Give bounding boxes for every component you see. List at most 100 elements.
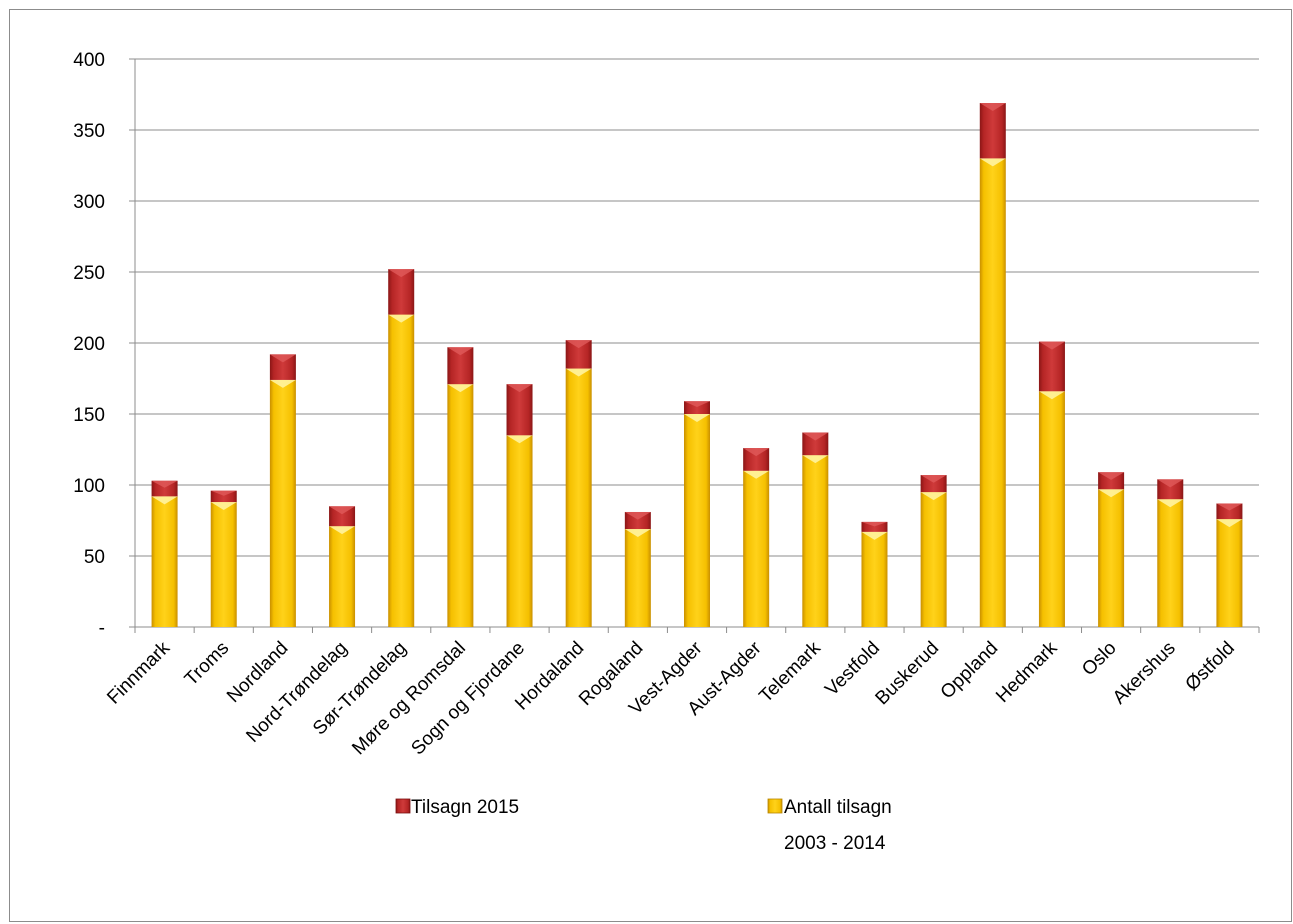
- bar-bevel: [388, 269, 415, 278]
- bar-antall-tilsagn: [1216, 519, 1243, 627]
- y-tick-label: 350: [73, 121, 105, 142]
- bar-antall-tilsagn: [447, 384, 474, 627]
- bar-bevel: [1157, 499, 1184, 508]
- bar-antall-tilsagn: [1098, 489, 1125, 627]
- bar-bevel: [920, 492, 947, 501]
- bar-bevel: [329, 506, 356, 515]
- y-tick-label: 200: [73, 334, 105, 355]
- gridlines: [135, 58, 1259, 557]
- y-tick-label: 250: [73, 263, 105, 284]
- bar-bevel: [269, 379, 296, 388]
- y-tick-label: -: [99, 618, 105, 639]
- bar-antall-tilsagn: [210, 502, 237, 627]
- bar-tilsagn-2015: [210, 490, 237, 503]
- bar-bevel: [624, 511, 651, 520]
- bar-tilsagn-2015: [1216, 503, 1243, 520]
- bar-antall-tilsagn: [1038, 391, 1065, 627]
- bar-antall-tilsagn: [920, 492, 947, 627]
- bar-antall-tilsagn: [979, 158, 1006, 627]
- chart-frame: [9, 9, 1292, 922]
- bar-tilsagn-2015: [979, 103, 1006, 159]
- bar-antall-tilsagn: [802, 455, 829, 627]
- bar-bevel: [1098, 489, 1125, 498]
- y-tick-label: 150: [73, 405, 105, 426]
- bar-bevel: [1157, 479, 1184, 488]
- bar-antall-tilsagn: [684, 414, 710, 627]
- bar-tilsagn-2015: [802, 432, 829, 456]
- bar-bevel: [1038, 391, 1065, 400]
- bar-antall-tilsagn: [151, 496, 178, 627]
- legend-swatch-tilsagn-2015: [395, 798, 411, 814]
- bar-bevel: [861, 531, 888, 540]
- bar-tilsagn-2015: [151, 480, 178, 497]
- legend: Tilsagn 2015 Antall tilsagn 2003 - 2014: [395, 797, 892, 854]
- bar-bevel: [210, 490, 237, 496]
- bar-bevel: [920, 475, 947, 483]
- bar-bevel: [802, 432, 829, 441]
- x-tick-label: Akershus: [1109, 638, 1180, 709]
- bar-tilsagn-2015: [684, 401, 710, 414]
- bar-tilsagn-2015: [861, 521, 888, 532]
- bar-bevel: [506, 435, 533, 444]
- bar-antall-tilsagn: [329, 526, 356, 627]
- bar-bevel: [979, 158, 1006, 167]
- x-tick-label: Østfold: [1182, 638, 1239, 695]
- x-tick-label: Finnmark: [103, 637, 174, 708]
- bar-bevel: [565, 368, 592, 377]
- x-tick-label: Nord-Trøndelag: [242, 638, 351, 747]
- bar-tilsagn-2015: [329, 506, 356, 527]
- bar-antall-tilsagn: [1157, 499, 1184, 627]
- bar-bevel: [565, 340, 592, 349]
- bar-bevel: [624, 529, 651, 538]
- bar-bevel: [210, 502, 237, 511]
- bar-bevel: [684, 414, 710, 422]
- x-tick-label: Telemark: [755, 637, 825, 707]
- y-tick-label: 300: [73, 192, 105, 213]
- bar-antall-tilsagn: [743, 470, 770, 627]
- bar-bevel: [329, 526, 356, 535]
- y-tick-label: 50: [84, 547, 105, 568]
- bar-antall-tilsagn: [506, 435, 533, 627]
- bar-tilsagn-2015: [743, 448, 770, 471]
- bar-bevel: [388, 314, 415, 323]
- legend-label-antall-tilsagn-line2: 2003 - 2014: [784, 833, 886, 854]
- bar-tilsagn-2015: [920, 475, 947, 493]
- y-tick-label: 100: [73, 476, 105, 497]
- bar-bevel: [1216, 519, 1243, 528]
- bar-tilsagn-2015: [624, 511, 651, 530]
- bar-bevel: [861, 521, 888, 527]
- bar-antall-tilsagn: [565, 368, 592, 627]
- bar-bevel: [506, 384, 533, 393]
- x-tick-label: Troms: [181, 638, 233, 690]
- legend-label-antall-tilsagn-line1: Antall tilsagn: [784, 797, 892, 818]
- bar-bevel: [151, 496, 178, 505]
- bar-antall-tilsagn: [388, 314, 415, 627]
- y-tick-label: 400: [73, 50, 105, 71]
- bar-bevel: [1038, 341, 1065, 350]
- x-tick-label: Hedmark: [992, 637, 1062, 707]
- bar-bevel: [684, 401, 710, 407]
- bar-bevel: [802, 455, 829, 464]
- bar-tilsagn-2015: [1038, 341, 1065, 392]
- bar-bevel: [743, 448, 770, 457]
- bar-bevel: [1098, 472, 1125, 480]
- x-tick-label: Sogn og Fjordane: [407, 638, 529, 760]
- legend-label-tilsagn-2015: Tilsagn 2015: [411, 797, 519, 818]
- bar-bevel: [743, 470, 770, 479]
- bar-tilsagn-2015: [1098, 472, 1125, 490]
- bar-antall-tilsagn: [861, 531, 888, 627]
- bar-tilsagn-2015: [506, 384, 533, 436]
- x-tick-label: Møre og Romsdal: [348, 638, 470, 760]
- x-tick-label: Buskerud: [872, 638, 944, 710]
- bar-bevel: [447, 384, 474, 393]
- legend-swatch-antall-tilsagn: [767, 798, 783, 814]
- bar-antall-tilsagn: [624, 529, 651, 627]
- bar-bevel: [1216, 503, 1243, 511]
- bar-antall-tilsagn: [269, 379, 296, 627]
- bar-tilsagn-2015: [1157, 479, 1184, 500]
- bar-bevel: [269, 354, 296, 363]
- x-tick-label: Oslo: [1078, 638, 1120, 680]
- bar-bevel: [447, 347, 474, 356]
- bar-bevel: [979, 103, 1006, 112]
